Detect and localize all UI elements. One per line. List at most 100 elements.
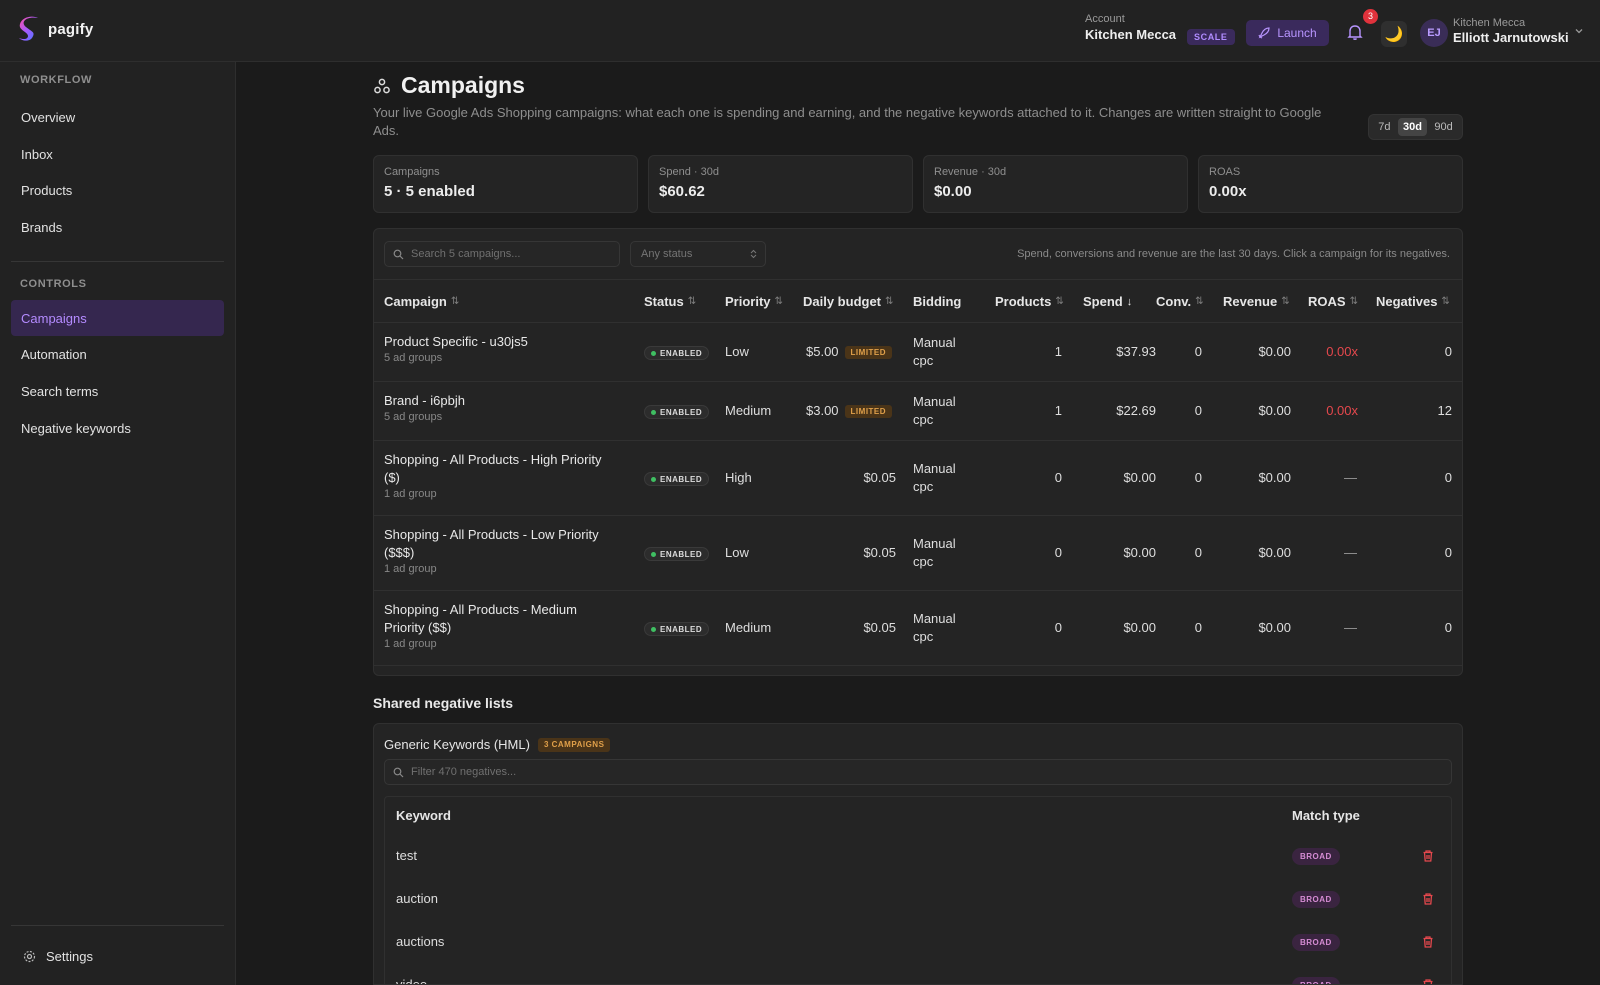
range-option-90d[interactable]: 90d bbox=[1434, 121, 1453, 133]
trash-icon[interactable] bbox=[1421, 978, 1435, 985]
campaign-name: Product Specific - u30js5 bbox=[384, 334, 528, 349]
sidebar-item-automation[interactable]: Automation bbox=[21, 346, 87, 362]
column-label: ROAS bbox=[1308, 294, 1346, 309]
column-label: Daily budget bbox=[803, 294, 882, 309]
roas-cell: — bbox=[1344, 545, 1357, 560]
priority-cell: High bbox=[725, 470, 752, 485]
status-cell: ENABLED bbox=[644, 346, 710, 360]
conv-cell: 0 bbox=[1194, 545, 1202, 560]
sidebar-item-search-terms[interactable]: Search terms bbox=[21, 383, 99, 399]
user-org: Kitchen Mecca bbox=[1453, 17, 1526, 29]
negative-list-panel: Generic Keywords (HML) 3 CAMPAIGNS Keywo… bbox=[373, 723, 1463, 985]
sort-down-icon: ↓ bbox=[1126, 295, 1133, 308]
column-negatives[interactable]: Negatives ⇅ bbox=[1376, 294, 1450, 309]
spend-cell: $0.00 bbox=[1123, 545, 1156, 560]
campaign-search[interactable] bbox=[384, 241, 620, 267]
revenue-cell: $0.00 bbox=[1258, 470, 1291, 485]
date-range-selector: 7d 30d 90d bbox=[1368, 114, 1463, 140]
revenue-cell: $0.00 bbox=[1258, 403, 1291, 418]
range-option-7d[interactable]: 7d bbox=[1378, 121, 1391, 133]
sidebar-item-settings[interactable]: Settings bbox=[11, 938, 224, 974]
sidebar-item-inbox[interactable]: Inbox bbox=[21, 146, 53, 162]
column-label: Bidding bbox=[913, 294, 962, 309]
budget-value: $3.00 bbox=[806, 403, 839, 418]
column-revenue[interactable]: Revenue ⇅ bbox=[1223, 294, 1290, 309]
column-spend[interactable]: Spend ↓ bbox=[1083, 294, 1132, 309]
sidebar-item-products[interactable]: Products bbox=[21, 182, 73, 198]
column-products[interactable]: Products ⇅ bbox=[995, 294, 1064, 309]
revenue-cell: $0.00 bbox=[1258, 344, 1291, 359]
revenue-cell: $0.00 bbox=[1258, 620, 1291, 635]
negatives-cell: 0 bbox=[1444, 344, 1452, 359]
bidding-text: cpc bbox=[913, 479, 934, 494]
trash-icon[interactable] bbox=[1421, 849, 1435, 863]
sidebar-heading-controls: CONTROLS bbox=[20, 278, 87, 290]
roas-cell: 0.00x bbox=[1326, 403, 1358, 418]
status-filter-select[interactable]: Any status bbox=[630, 241, 766, 267]
sidebar-item-campaigns[interactable]: Campaigns bbox=[11, 300, 224, 336]
stat-card-revenue: Revenue · 30d $0.00 bbox=[923, 155, 1188, 213]
match-type-badge: BROAD bbox=[1292, 848, 1340, 865]
stat-card-roas: ROAS 0.00x bbox=[1198, 155, 1463, 213]
conv-cell: 0 bbox=[1194, 620, 1202, 635]
filter-input[interactable] bbox=[411, 766, 611, 778]
column-roas[interactable]: ROAS ⇅ bbox=[1308, 294, 1358, 309]
account-switcher[interactable]: Account Kitchen Mecca bbox=[1085, 13, 1176, 42]
budget-cell: $0.05 bbox=[863, 545, 896, 560]
search-input[interactable] bbox=[411, 248, 611, 260]
bidding-cell: Manual cpc bbox=[913, 535, 956, 571]
status-badge: ENABLED bbox=[644, 405, 710, 419]
negatives-filter[interactable] bbox=[384, 759, 1452, 785]
table-row[interactable]: Shopping - All Products - Low Priority (… bbox=[374, 516, 1462, 591]
negatives-table: Keyword Match type test BROAD auction BR… bbox=[384, 796, 1452, 985]
top-bar: pagify Account Kitchen Mecca SCALE Launc… bbox=[0, 0, 1600, 62]
products-cell: 0 bbox=[1054, 545, 1062, 560]
range-option-30d[interactable]: 30d bbox=[1397, 118, 1427, 136]
table-row[interactable]: Shopping - All Products - Medium Priorit… bbox=[374, 591, 1462, 666]
campaign-cell: Shopping - All Products - High Priority … bbox=[384, 451, 601, 500]
page-description: Your live Google Ads Shopping campaigns:… bbox=[373, 105, 1322, 138]
sidebar-item-brands[interactable]: Brands bbox=[21, 219, 63, 235]
trash-icon[interactable] bbox=[1421, 935, 1435, 949]
trash-icon[interactable] bbox=[1421, 892, 1435, 906]
column-keyword: Keyword bbox=[396, 808, 451, 823]
sidebar-item-overview[interactable]: Overview bbox=[21, 109, 76, 125]
sidebar-heading-workflow: WORKFLOW bbox=[20, 74, 93, 86]
theme-toggle-button[interactable]: 🌙 bbox=[1381, 21, 1407, 47]
column-daily-budget[interactable]: Daily budget ⇅ bbox=[803, 294, 893, 309]
stat-label: ROAS bbox=[1209, 166, 1241, 178]
column-campaign[interactable]: Campaign ⇅ bbox=[384, 294, 459, 309]
bell-icon[interactable] bbox=[1345, 22, 1365, 42]
products-cell: 0 bbox=[1054, 620, 1062, 635]
negatives-cell: 0 bbox=[1444, 620, 1452, 635]
sort-icon: ⇅ bbox=[1441, 296, 1450, 307]
table-row[interactable]: Product Specific - u30js5 5 ad groups EN… bbox=[374, 323, 1462, 382]
priority-cell: Low bbox=[725, 545, 749, 560]
status-text: ENABLED bbox=[660, 549, 703, 559]
avatar[interactable]: EJ bbox=[1420, 19, 1448, 47]
column-priority[interactable]: Priority ⇅ bbox=[725, 294, 783, 309]
column-status[interactable]: Status ⇅ bbox=[644, 294, 696, 309]
column-conv[interactable]: Conv. ⇅ bbox=[1156, 294, 1204, 309]
user-menu[interactable]: Kitchen Mecca Elliott Jarnutowski bbox=[1453, 17, 1569, 45]
column-match-type: Match type bbox=[1292, 808, 1360, 823]
roas-cell: 0.00x bbox=[1326, 344, 1358, 359]
status-dot bbox=[651, 350, 656, 356]
bidding-text: Manual bbox=[913, 335, 956, 350]
campaign-cell: Brand - i6pbjh 5 ad groups bbox=[384, 392, 465, 423]
negative-list-name: Generic Keywords (HML) bbox=[384, 737, 530, 752]
column-label: Priority bbox=[725, 294, 771, 309]
launch-button[interactable]: Launch bbox=[1246, 20, 1329, 46]
table-row[interactable]: Brand - i6pbjh 5 ad groups ENABLED Mediu… bbox=[374, 382, 1462, 441]
status-dot bbox=[651, 476, 656, 482]
priority-cell: Medium bbox=[725, 403, 772, 418]
conv-cell: 0 bbox=[1194, 344, 1202, 359]
sidebar-item-negative-keywords[interactable]: Negative keywords bbox=[21, 420, 131, 436]
bidding-text: Manual bbox=[913, 394, 956, 409]
column-label: Products bbox=[995, 294, 1052, 309]
bidding-text: Manual bbox=[913, 461, 956, 476]
chevron-down-icon[interactable] bbox=[1574, 26, 1584, 36]
keyword-text: auction bbox=[396, 891, 438, 906]
app-logo[interactable]: pagify bbox=[16, 14, 93, 44]
table-row[interactable]: Shopping - All Products - High Priority … bbox=[374, 441, 1462, 516]
